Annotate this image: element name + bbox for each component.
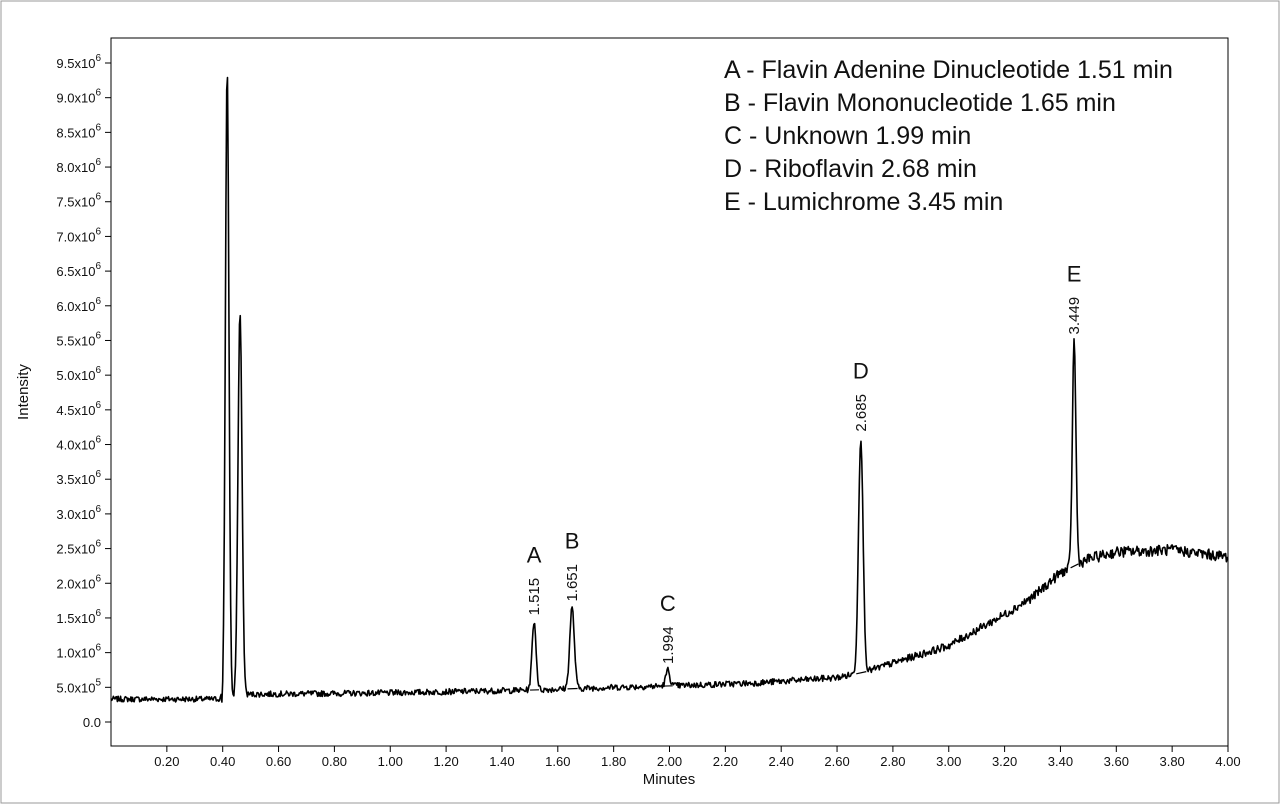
x-tick-label-10: 2.20 (713, 754, 738, 769)
peak-letter-B: B (565, 529, 580, 554)
x-tick-label-0: 0.20 (154, 754, 179, 769)
y-tick-label-0: 0.0 (83, 715, 101, 730)
x-tick-label-3: 0.80 (322, 754, 347, 769)
x-tick-label-5: 1.20 (433, 754, 458, 769)
x-tick-label-11: 2.40 (769, 754, 794, 769)
y-tick-label-7: 3.5x106 (56, 469, 101, 487)
x-tick-label-14: 3.00 (936, 754, 961, 769)
peak-letter-C: C (660, 591, 676, 616)
y-tick-label-14: 7.0x106 (56, 226, 101, 244)
y-tick-label-2: 1.0x106 (56, 643, 101, 661)
legend-item-4: E - Lumichrome 3.45 min (724, 188, 1003, 216)
x-tick-label-17: 3.60 (1104, 754, 1129, 769)
x-tick-label-9: 2.00 (657, 754, 682, 769)
x-tick-label-12: 2.60 (824, 754, 849, 769)
peak-rt-label-A: 1.515 (526, 578, 543, 616)
y-axis-title: Intensity (15, 364, 32, 420)
y-tick-label-10: 5.0x106 (56, 365, 101, 383)
x-tick-label-1: 0.40 (210, 754, 235, 769)
x-tick-label-15: 3.20 (992, 754, 1017, 769)
y-tick-label-8: 4.0x106 (56, 435, 101, 453)
y-tick-label-5: 2.5x106 (56, 539, 101, 557)
x-tick-label-18: 3.80 (1159, 754, 1184, 769)
peak-letter-D: D (853, 359, 869, 384)
y-tick-label-17: 8.5x106 (56, 122, 101, 140)
y-tick-label-3: 1.5x106 (56, 608, 101, 626)
y-tick-label-15: 7.5x106 (56, 192, 101, 210)
x-tick-label-8: 1.80 (601, 754, 626, 769)
x-tick-label-6: 1.40 (489, 754, 514, 769)
peak-letter-E: E (1067, 261, 1082, 286)
y-tick-label-4: 2.0x106 (56, 573, 101, 591)
legend-item-1: B - Flavin Mononucleotide 1.65 min (724, 89, 1116, 117)
legend-item-0: A - Flavin Adenine Dinucleotide 1.51 min (724, 56, 1173, 84)
y-tick-label-18: 9.0x106 (56, 88, 101, 106)
x-tick-label-16: 3.40 (1048, 754, 1073, 769)
y-tick-label-6: 3.0x106 (56, 504, 101, 522)
y-tick-label-11: 5.5x106 (56, 330, 101, 348)
legend-item-2: C - Unknown 1.99 min (724, 122, 971, 150)
y-tick-label-9: 4.5x106 (56, 400, 101, 418)
x-tick-label-2: 0.60 (266, 754, 291, 769)
x-tick-label-7: 1.60 (545, 754, 570, 769)
y-tick-label-13: 6.5x106 (56, 261, 101, 279)
peak-rt-label-E: 3.449 (1066, 297, 1083, 335)
peak-rt-label-D: 2.685 (853, 394, 870, 432)
x-axis-title: Minutes (643, 771, 696, 788)
x-tick-label-19: 4.00 (1215, 754, 1240, 769)
y-tick-label-1: 5.0x105 (56, 677, 101, 695)
y-tick-label-12: 6.0x106 (56, 296, 101, 314)
legend-item-3: D - Riboflavin 2.68 min (724, 155, 977, 183)
x-tick-label-13: 2.80 (880, 754, 905, 769)
x-tick-label-4: 1.00 (378, 754, 403, 769)
peak-rt-label-B: 1.651 (564, 564, 581, 602)
y-tick-label-19: 9.5x106 (56, 53, 101, 71)
peak-rt-label-C: 1.994 (660, 626, 677, 664)
y-tick-label-16: 8.0x106 (56, 157, 101, 175)
peak-letter-A: A (527, 542, 542, 567)
